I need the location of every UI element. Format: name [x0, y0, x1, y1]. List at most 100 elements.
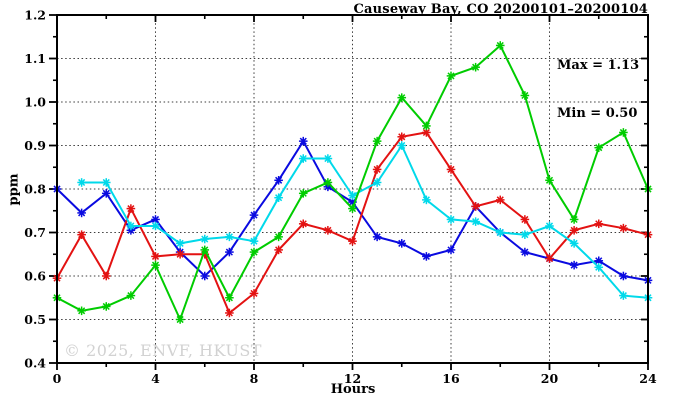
series-blue-marker: [397, 239, 407, 248]
series-cyan-line: [81, 143, 649, 299]
series-blue-marker: [298, 136, 308, 146]
series-green-marker: [446, 71, 456, 81]
series-red-marker: [520, 215, 530, 224]
series-blue-marker: [619, 271, 628, 281]
series-red-marker: [446, 165, 456, 174]
series-cyan-marker: [545, 221, 554, 231]
series-red: [52, 128, 653, 318]
series-red-marker: [471, 202, 480, 211]
y-tick-label: 0.6: [24, 269, 46, 284]
max-value-label: Max = 1.13: [557, 58, 640, 73]
series-green-marker: [471, 62, 480, 72]
series-blue-marker: [569, 260, 579, 270]
series-blue-marker: [520, 247, 530, 257]
series-cyan-marker: [619, 291, 628, 300]
series-red-marker: [249, 289, 259, 298]
series-cyan-marker: [372, 178, 382, 187]
series-red-marker: [101, 271, 111, 281]
series-red-marker: [397, 132, 407, 142]
series-green-marker: [126, 291, 136, 300]
series-blue-marker: [225, 247, 234, 257]
series-green-marker: [495, 41, 505, 50]
series-green-marker: [298, 189, 308, 198]
series-red-marker: [77, 230, 86, 239]
series-cyan-marker: [126, 221, 136, 231]
watermark: © 2025, ENVF, HKUST: [64, 341, 262, 360]
series-cyan-marker: [274, 193, 283, 202]
series-red-marker: [175, 249, 185, 259]
series-green-marker: [594, 143, 604, 152]
series-blue-marker: [249, 210, 259, 220]
series-cyan-marker: [569, 239, 579, 248]
series-red-marker: [323, 226, 333, 235]
series-green-marker: [274, 232, 283, 242]
series-green-marker: [77, 306, 86, 316]
gridlines: [57, 15, 648, 363]
series-green-marker: [569, 215, 579, 224]
y-tick-label: 1.0: [24, 95, 46, 110]
series-green-marker: [101, 302, 111, 311]
series-red-marker: [298, 219, 308, 229]
x-tick-label: 12: [344, 371, 361, 386]
series-cyan-marker: [348, 191, 357, 200]
series-cyan-marker: [101, 178, 111, 187]
series-green-marker: [422, 121, 431, 131]
series-cyan-marker: [471, 217, 480, 226]
series-cyan-marker: [323, 154, 333, 163]
series-cyan-marker: [495, 228, 505, 237]
y-tick-label: 0.7: [24, 225, 46, 240]
series-green-marker: [348, 204, 357, 213]
y-tick-label: 0.9: [24, 138, 46, 153]
y-tick-label: 0.4: [24, 356, 46, 371]
series-cyan: [77, 141, 653, 303]
series-blue-marker: [77, 208, 86, 218]
series-cyan-marker: [77, 178, 86, 187]
series-green: [52, 41, 653, 324]
series-green-marker: [225, 293, 234, 303]
series-blue-marker: [200, 271, 210, 281]
series-green-marker: [151, 260, 160, 270]
y-tick-label: 0.5: [24, 312, 46, 327]
series-cyan-marker: [151, 221, 160, 231]
series-red-marker: [274, 245, 283, 255]
series-cyan-marker: [225, 232, 234, 242]
series-blue-marker: [151, 215, 160, 224]
series-green-marker: [372, 136, 382, 146]
series-red-marker: [126, 204, 136, 213]
series-cyan-marker: [594, 263, 604, 272]
series-red-marker: [545, 254, 554, 263]
series-cyan-marker: [249, 236, 259, 246]
series-blue-marker: [274, 176, 283, 185]
x-axis-label: Hours: [330, 382, 376, 397]
series-blue-marker: [101, 189, 111, 198]
series-red-marker: [594, 219, 604, 229]
y-tick-label: 1.1: [24, 51, 46, 66]
series-red-marker: [495, 195, 505, 205]
series-green-marker: [323, 178, 333, 187]
series-red-marker: [422, 128, 431, 137]
series-cyan-marker: [200, 234, 210, 244]
series-green-marker: [175, 315, 185, 324]
series-blue-marker: [446, 245, 456, 255]
y-axis-label: ppm: [6, 173, 22, 206]
plot-frame: [56, 14, 649, 364]
max-min-annotation: Max = 1.13 Min = 0.50: [557, 26, 639, 154]
series-red-marker: [569, 226, 579, 235]
series-cyan-marker: [397, 141, 407, 150]
series-red-marker: [619, 223, 628, 233]
series-cyan-marker: [175, 239, 185, 248]
series-cyan-marker: [422, 195, 431, 205]
series-green-marker: [545, 176, 554, 185]
x-tick-label: 0: [53, 371, 62, 386]
series-red-marker: [151, 252, 160, 261]
series-cyan-marker: [446, 215, 456, 224]
series-green-marker: [249, 247, 259, 257]
chart-title: Causeway Bay, CO 20200101–20200104: [353, 2, 648, 17]
series-red-marker: [225, 308, 234, 318]
series-cyan-marker: [298, 154, 308, 163]
tick-labels: 0.4 0.5 0.6 0.7 0.8 0.9 1.0 1.1 1.2 0 4 8 12 16 20 24: [24, 8, 657, 387]
series-green-marker: [397, 93, 407, 102]
series-green-marker: [619, 128, 628, 137]
x-tick-label: 4: [151, 371, 160, 386]
